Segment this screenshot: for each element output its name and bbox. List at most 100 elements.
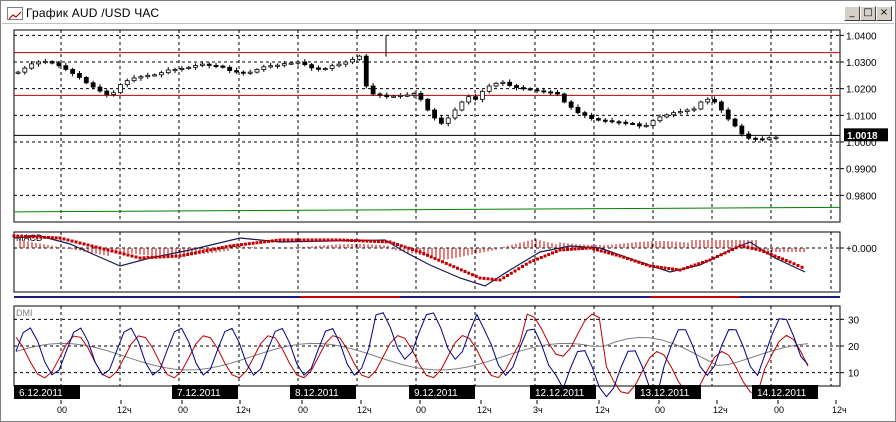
candle-body [500,81,506,84]
candle-body [56,62,62,67]
candle-body [302,61,308,66]
price-tick-label: 1.0100 [846,111,877,122]
candle [541,87,547,94]
candle-body [459,101,465,111]
candle-body [97,86,103,92]
candle [90,80,96,90]
candle [206,62,212,69]
macd-signal-dot [667,267,671,270]
candle-body [616,121,622,124]
candle [507,79,513,88]
candle-body [104,90,110,95]
macd-signal-dot [716,255,719,258]
macd-signal-dot [562,248,566,252]
candle [391,94,396,98]
macd-signal-dot [62,237,66,241]
macd-signal-dot [146,256,150,260]
candle-body [199,63,205,66]
date-label: 12.12.2011 [535,388,585,399]
macd-signal-dot [463,270,467,273]
candle-body [555,92,560,95]
candle [438,115,444,126]
macd-signal-dot [190,252,194,256]
macd-signal-dot [474,274,478,278]
macd-signal-dot [607,251,611,255]
macd-signal-dot [47,236,50,239]
candle [343,60,349,68]
candle-body [49,61,55,64]
minimize-button[interactable]: _ [844,6,860,21]
macd-signal-dot [701,261,704,264]
candle [527,87,533,92]
macd-signal-dot [369,239,373,243]
macd-signal-dot [270,239,274,243]
macd-signal-dot [788,260,792,264]
candle-body [111,92,117,95]
price-tick-label: 1.0000 [846,138,877,149]
hour-label: 12ч [117,405,132,415]
macd-signal-dot [626,257,629,260]
macd-signal-dot [577,247,581,251]
candle [575,104,581,115]
macd-signal-dot [547,253,551,256]
candle [725,107,731,122]
date-label-badge [290,385,356,399]
candle [684,108,690,115]
macd-signal-dot [599,249,603,253]
macd-signal-dot [433,257,437,260]
candle-body [596,118,601,121]
macd-signal-dot [637,260,641,264]
candle [753,136,758,142]
macd-signal-dot [228,244,232,248]
macd-signal-dot [686,266,689,269]
candle [193,63,198,70]
maximize-button[interactable]: □ [860,6,876,21]
macd-signal-dot [641,262,644,265]
candle-body [732,118,738,127]
macd-signal-dot [777,256,781,259]
macd-signal-dot [532,259,536,262]
macd-signal-dot [581,247,584,250]
chart-app-icon [7,7,23,20]
candle-body [384,94,390,98]
macd-signal-dot [302,238,306,242]
date-label-badge [14,385,80,399]
macd-signal-dot [209,248,213,252]
candle [418,90,424,102]
candle [29,60,35,70]
date-label: 7.12.2011 [177,388,221,399]
macd-signal-dot [106,248,110,252]
candle-body [152,74,157,77]
candle [77,70,82,80]
macd-signal-dot [769,253,773,256]
macd-signal-dot [482,276,486,280]
price-tick-label: 0.9800 [846,191,877,202]
macd-signal-dot [12,234,16,238]
candle [240,70,246,76]
candle [370,83,376,96]
candle [445,116,451,127]
hour-label: 00 [298,405,308,415]
candle-body [493,82,499,87]
candle-body [350,58,356,63]
macd-signal-dot [796,264,800,267]
macd-signal-dot [326,238,330,242]
macd-signal-dot [353,239,357,243]
close-button[interactable]: × [876,6,892,21]
macd-signal-dot [27,235,31,239]
candle-body [370,85,376,95]
macd-signal-dot [781,257,784,261]
macd-signal-dot [330,238,334,242]
candle-body [329,65,335,69]
macd-signal-dot [784,259,788,262]
candle [486,83,492,94]
candle-body [650,120,656,126]
candle [56,60,62,69]
candle-body [131,77,137,82]
macd-signal-dot [663,266,667,270]
candle [568,99,574,110]
candle [596,117,601,122]
title-bar[interactable]: График AUD /USD ЧАС _ □ × [2,2,894,24]
hour-label: 00 [655,405,665,415]
candle-body [507,81,513,86]
